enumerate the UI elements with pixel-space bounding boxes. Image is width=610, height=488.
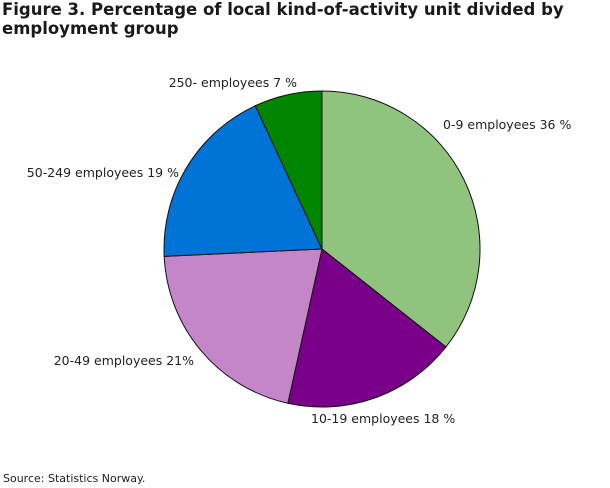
pie-slice-250-employees <box>254 90 323 250</box>
pie-slice-50-249-employees <box>163 105 323 257</box>
slice-label-50-249-employees: 50-249 employees 19 % <box>27 165 179 180</box>
slice-label-20-49-employees: 20-49 employees 21% <box>54 353 194 368</box>
slice-label-250-employees: 250- employees 7 % <box>169 75 297 90</box>
source-note: Source: Statistics Norway. <box>3 472 146 485</box>
pie-slice-10-19-employees <box>287 248 447 408</box>
pie-slice-0-9-employees <box>321 90 481 348</box>
chart-title: Figure 3. Percentage of local kind-of-ac… <box>2 0 564 38</box>
slice-label-0-9-employees: 0-9 employees 36 % <box>443 117 571 132</box>
pie-slice-20-49-employees <box>163 248 323 404</box>
slice-label-10-19-employees: 10-19 employees 18 % <box>311 411 455 426</box>
